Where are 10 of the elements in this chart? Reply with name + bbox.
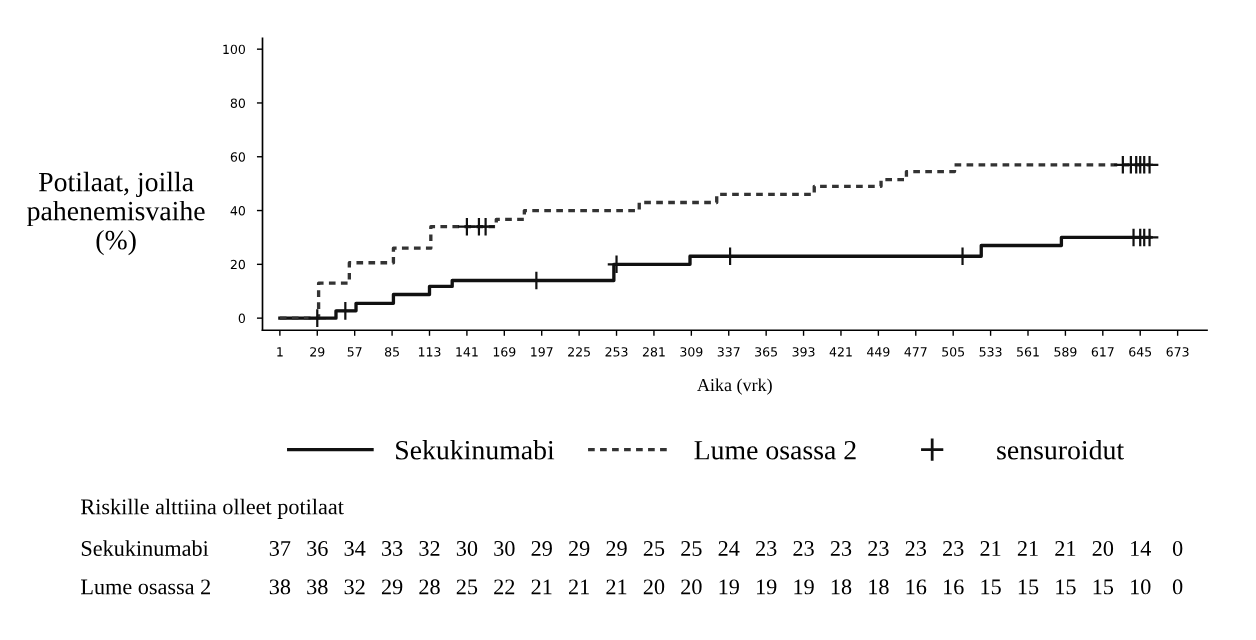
y-axis-title: Potilaat, joilla pahenemisvaihe (%) xyxy=(27,171,205,256)
x-axis-title: Aika (vrk) xyxy=(697,378,772,395)
text: Sekukinumabi xyxy=(81,540,209,556)
legend-label: Lume osassa 2 xyxy=(694,440,856,460)
text: 37 36 34 33 32 30 30 29 29 29 25 25 24 23 23 23 23 23 23 21 21 21 20 14 0 xyxy=(269,540,1183,556)
legend-label: Sekukinumabi xyxy=(396,440,555,460)
text: 38 38 32 29 28 25 22 21 21 21 20 20 19 19 19 18 18 16 16 15 15 15 15 10 0 xyxy=(269,579,1183,595)
text: Riskille alttiina olleet potilaat xyxy=(81,498,344,519)
text: Lume osassa 2 xyxy=(81,579,210,595)
legend-label: sensuroidut xyxy=(997,440,1124,460)
